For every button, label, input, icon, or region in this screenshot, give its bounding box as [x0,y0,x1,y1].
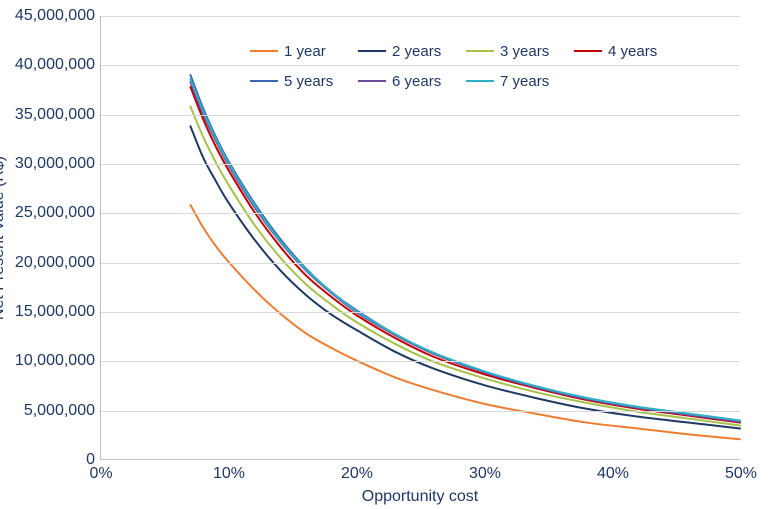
legend-swatch [466,50,494,52]
gridline [101,115,740,116]
legend-item: 7 years [466,66,574,96]
legend-item: 1 year [250,36,358,66]
gridline [101,263,740,264]
series-line [190,205,740,439]
legend-item: 2 years [358,36,466,66]
gridline [101,411,740,412]
x-tick-label: 30% [469,459,501,483]
legend-item: 6 years [358,66,466,96]
x-tick-label: 10% [213,459,245,483]
legend-item: 4 years [574,36,682,66]
legend-label: 5 years [284,73,333,90]
legend: 1 year 2 years 3 years 4 years 5 years 6 year… [250,36,710,96]
legend-swatch [250,50,278,52]
y-axis-title: Net Present Value (R$) [0,156,8,320]
chart-container: 05,000,00010,000,00015,000,00020,000,000… [0,0,768,509]
x-tick-label: 40% [597,459,629,483]
series-line [190,82,740,422]
y-tick-label: 25,000,000 [15,204,101,222]
legend-label: 7 years [500,73,549,90]
legend-label: 2 years [392,43,441,60]
y-tick-label: 35,000,000 [15,106,101,124]
y-tick-label: 15,000,000 [15,303,101,321]
series-line [190,126,740,428]
legend-swatch [250,80,278,82]
legend-label: 1 year [284,43,326,60]
legend-label: 4 years [608,43,657,60]
legend-swatch [358,50,386,52]
legend-label: 3 years [500,43,549,60]
gridline [101,164,740,165]
series-line [190,107,740,426]
y-tick-label: 30,000,000 [15,155,101,173]
legend-swatch [574,50,602,52]
y-tick-label: 40,000,000 [15,56,101,74]
gridline [101,16,740,17]
legend-swatch [466,80,494,82]
gridline [101,361,740,362]
gridline [101,312,740,313]
x-tick-label: 50% [725,459,757,483]
legend-item: 5 years [250,66,358,96]
y-tick-label: 45,000,000 [15,7,101,25]
x-tick-label: 0% [89,459,112,483]
legend-item: 3 years [466,36,574,66]
gridline [101,213,740,214]
y-tick-label: 5,000,000 [24,402,101,420]
y-tick-label: 10,000,000 [15,352,101,370]
legend-swatch [358,80,386,82]
x-axis-title: Opportunity cost [362,488,479,506]
y-tick-label: 20,000,000 [15,254,101,272]
legend-label: 6 years [392,73,441,90]
x-tick-label: 20% [341,459,373,483]
